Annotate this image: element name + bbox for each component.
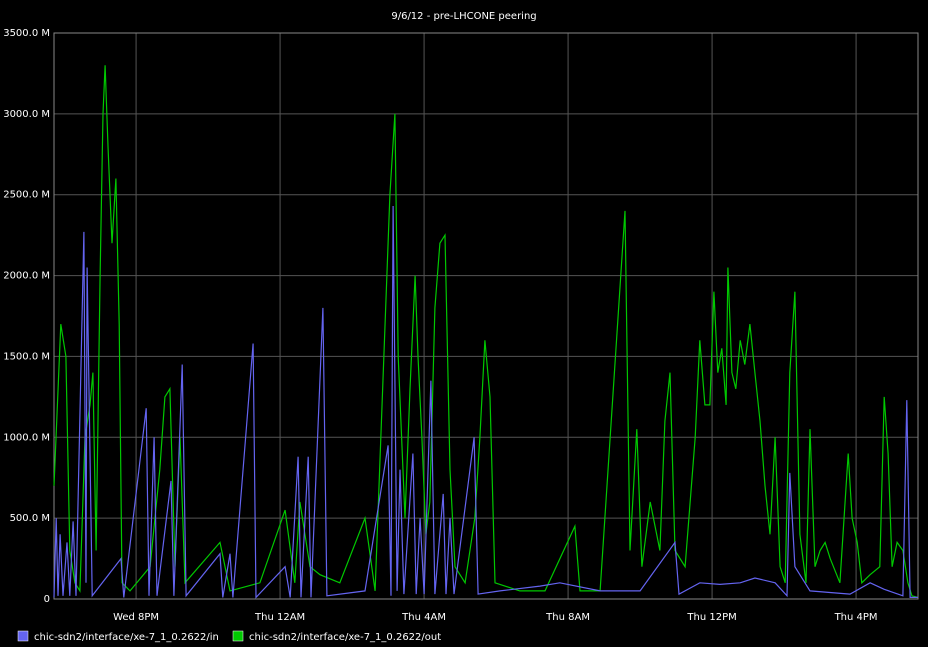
legend-swatch <box>232 630 244 642</box>
x-tick-label: Thu 8AM <box>545 612 590 623</box>
y-tick-label: 1500.0 M <box>3 351 50 362</box>
y-tick-label: 3500.0 M <box>3 28 50 39</box>
y-tick-label: 500.0 M <box>10 513 50 524</box>
chart-title: 9/6/12 - pre-LHCONE peering <box>391 11 536 22</box>
y-tick-label: 1000.0 M <box>3 432 50 443</box>
y-tick-label: 3000.0 M <box>3 109 50 120</box>
x-tick-label: Thu 4PM <box>834 612 878 623</box>
series-line <box>53 65 919 598</box>
x-tick-label: Thu 12AM <box>254 612 305 623</box>
x-tick-label: Thu 12PM <box>686 612 736 623</box>
y-tick-label: 2000.0 M <box>3 271 50 282</box>
y-tick-label: 0 <box>44 594 50 605</box>
x-tick-label: Thu 4AM <box>401 612 446 623</box>
y-tick-label: 2500.0 M <box>3 190 50 201</box>
legend-label: chic-sdn2/interface/xe-7_1_0.2622/in <box>34 632 219 643</box>
legend-swatch <box>17 630 29 642</box>
plot-border <box>53 32 919 600</box>
series-line <box>53 205 918 599</box>
x-tick-label: Wed 8PM <box>113 612 159 623</box>
legend-label: chic-sdn2/interface/xe-7_1_0.2622/out <box>249 632 441 643</box>
